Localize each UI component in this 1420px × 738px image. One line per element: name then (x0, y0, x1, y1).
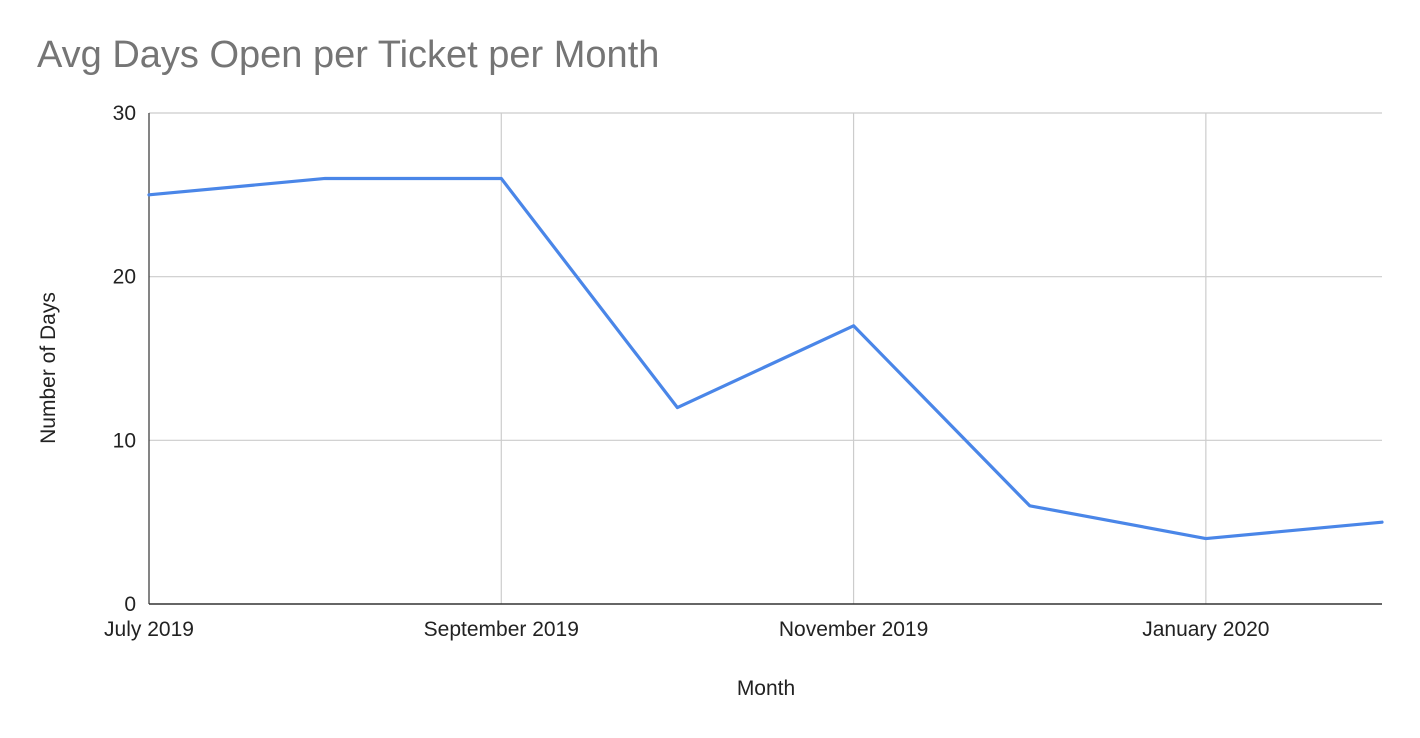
axis-layer (148, 113, 1382, 605)
y-tick-label: 10 (113, 429, 136, 452)
series-line (147, 176, 1384, 541)
y-tick-label: 20 (113, 266, 136, 289)
x-tick-label: November 2019 (779, 618, 928, 641)
x-tick-label: January 2020 (1142, 618, 1269, 641)
series-layer (147, 176, 1384, 541)
x-axis-title: Month (737, 677, 795, 700)
label-layer: Month Number of Days 0 10 20 30 July 2019 Sep… (37, 102, 1269, 700)
x-tick-label: September 2019 (424, 618, 579, 641)
y-tick-label: 0 (124, 593, 136, 616)
y-axis-title: Number of Days (37, 292, 60, 444)
y-tick-label: 30 (113, 102, 136, 125)
grid-layer (149, 112, 1382, 604)
chart-title: Avg Days Open per Ticket per Month (37, 34, 660, 76)
x-tick-label: July 2019 (104, 618, 194, 641)
